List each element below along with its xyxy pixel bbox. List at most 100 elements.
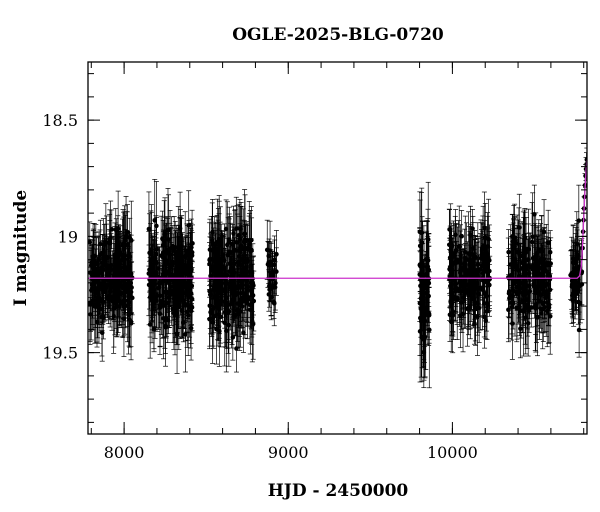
marker (422, 334, 428, 340)
data-point-580 (230, 314, 236, 361)
marker (176, 290, 181, 296)
data-point-747 (272, 239, 278, 281)
marker (462, 249, 468, 255)
marker (108, 266, 113, 272)
marker (115, 253, 120, 258)
marker (127, 254, 133, 260)
marker (88, 239, 93, 245)
data-point-700 (242, 240, 248, 306)
marker (483, 318, 489, 324)
marker (274, 269, 279, 274)
data-point-234 (122, 248, 128, 293)
data-point-238 (91, 228, 97, 304)
marker (425, 264, 431, 269)
marker (470, 226, 475, 231)
data-point-674 (213, 293, 219, 365)
marker (247, 242, 252, 247)
marker (102, 257, 108, 263)
data-point-808 (424, 230, 430, 317)
marker (100, 267, 106, 272)
data-point-706 (235, 281, 241, 348)
data-point-718 (207, 289, 213, 350)
marker (158, 298, 164, 304)
data-point-719 (220, 235, 226, 277)
plot-area (88, 147, 587, 389)
marker (157, 285, 162, 290)
marker (151, 327, 157, 332)
marker (216, 271, 222, 276)
marker (271, 301, 277, 306)
marker (178, 265, 184, 271)
marker (160, 243, 166, 248)
data-point-739 (271, 280, 277, 327)
marker (115, 226, 121, 232)
data-point-462 (157, 272, 163, 355)
marker (232, 261, 237, 266)
data-point-712 (211, 227, 217, 293)
data-point-804 (417, 227, 423, 322)
marker (89, 260, 94, 266)
marker (472, 321, 477, 326)
marker (238, 302, 244, 307)
data-point-702 (247, 241, 253, 304)
data-point-668 (234, 205, 240, 280)
marker (272, 257, 277, 263)
marker (237, 254, 242, 259)
marker (174, 261, 180, 267)
marker (419, 230, 424, 235)
data-point-194 (97, 284, 103, 334)
marker (247, 269, 253, 275)
marker (449, 263, 455, 268)
marker (109, 227, 115, 232)
marker (177, 226, 183, 231)
marker (174, 310, 179, 316)
marker (189, 296, 195, 302)
marker (240, 295, 246, 301)
marker (90, 254, 96, 260)
data-point-456 (151, 306, 157, 353)
marker (117, 261, 122, 266)
marker (172, 299, 177, 304)
marker (100, 299, 106, 305)
marker (272, 284, 278, 290)
data-point-699 (245, 276, 251, 323)
data-point-707 (214, 198, 220, 286)
marker (152, 255, 157, 261)
data-point-415 (160, 220, 166, 271)
marker (207, 292, 213, 297)
marker (249, 301, 255, 307)
marker (231, 231, 236, 236)
marker (450, 312, 456, 318)
data-point-708 (249, 270, 255, 338)
marker (242, 231, 247, 237)
marker (169, 262, 175, 268)
marker (207, 247, 213, 252)
data-point-479 (163, 229, 169, 320)
marker (218, 290, 223, 296)
marker (469, 279, 474, 284)
marker (424, 271, 429, 277)
marker (209, 307, 215, 313)
marker (104, 295, 110, 300)
marker (477, 286, 483, 291)
marker (182, 254, 188, 259)
chart-title: OGLE-2025-BLG-0720 (232, 25, 444, 45)
marker (153, 251, 159, 257)
marker (152, 281, 158, 287)
marker (222, 299, 227, 305)
data-point-473 (172, 282, 178, 320)
marker (189, 250, 195, 255)
data-point-237 (102, 235, 108, 286)
marker (212, 250, 218, 256)
marker (174, 251, 180, 257)
data-point-713 (216, 245, 222, 302)
marker (447, 227, 452, 232)
data-point-450 (185, 246, 191, 320)
data-point-675 (240, 274, 246, 322)
marker (97, 306, 103, 311)
marker (125, 229, 130, 235)
marker (211, 257, 217, 263)
data-point-442 (180, 239, 186, 329)
data-point-478 (168, 242, 174, 308)
